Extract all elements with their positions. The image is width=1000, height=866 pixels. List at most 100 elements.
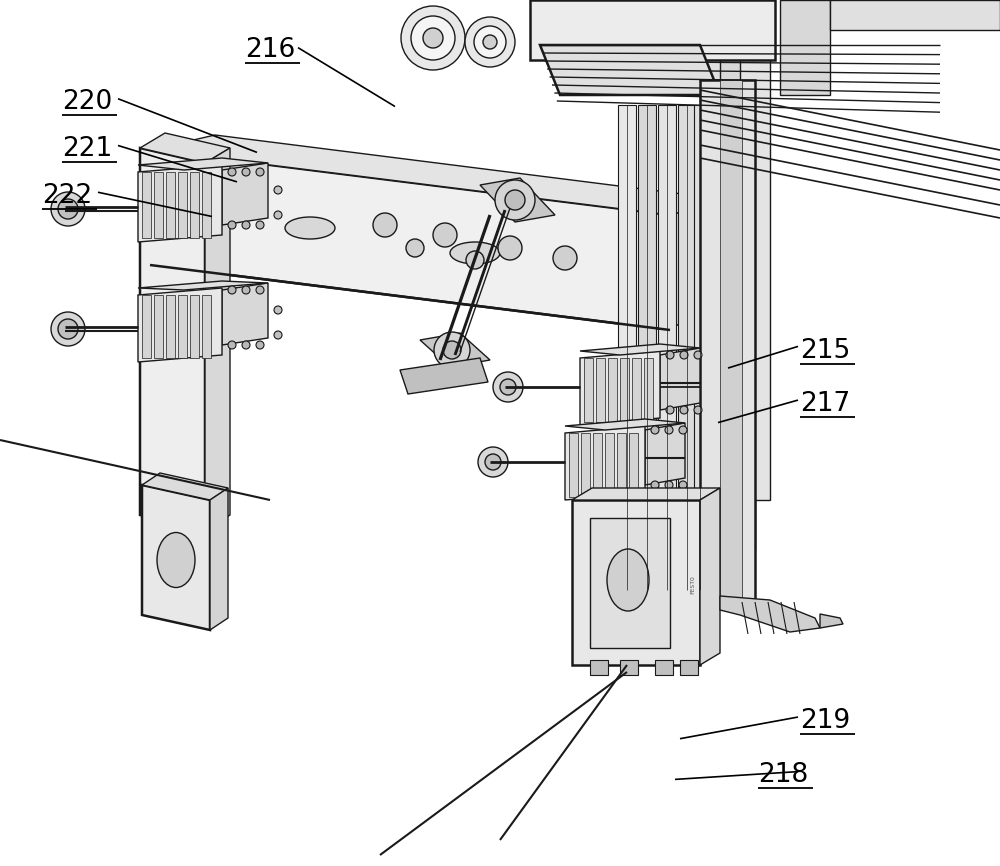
- Polygon shape: [190, 172, 199, 238]
- Circle shape: [465, 17, 515, 67]
- Polygon shape: [154, 172, 163, 238]
- Text: FESTO: FESTO: [690, 576, 696, 594]
- Circle shape: [256, 221, 264, 229]
- Circle shape: [51, 192, 85, 226]
- Polygon shape: [142, 295, 151, 358]
- Polygon shape: [644, 358, 653, 422]
- Circle shape: [406, 239, 424, 257]
- Polygon shape: [572, 500, 700, 665]
- Polygon shape: [565, 419, 685, 430]
- Circle shape: [665, 426, 673, 434]
- Ellipse shape: [450, 242, 500, 264]
- Polygon shape: [620, 660, 638, 675]
- Text: 219: 219: [800, 708, 850, 734]
- Polygon shape: [150, 150, 670, 330]
- Circle shape: [666, 406, 674, 414]
- Polygon shape: [166, 295, 175, 358]
- Polygon shape: [202, 172, 211, 238]
- Polygon shape: [830, 0, 1000, 30]
- Circle shape: [373, 213, 397, 237]
- Polygon shape: [678, 105, 696, 590]
- Polygon shape: [700, 488, 720, 665]
- Polygon shape: [620, 358, 629, 422]
- Circle shape: [680, 406, 688, 414]
- Polygon shape: [820, 614, 843, 628]
- Polygon shape: [584, 358, 593, 422]
- Ellipse shape: [285, 217, 335, 239]
- Circle shape: [274, 306, 282, 314]
- Circle shape: [443, 341, 461, 359]
- Circle shape: [498, 236, 522, 260]
- Circle shape: [274, 211, 282, 219]
- Text: 218: 218: [758, 762, 808, 788]
- Circle shape: [274, 331, 282, 339]
- Polygon shape: [720, 596, 820, 632]
- Circle shape: [694, 351, 702, 359]
- Circle shape: [679, 426, 687, 434]
- Polygon shape: [605, 433, 614, 497]
- Polygon shape: [420, 333, 490, 367]
- Polygon shape: [540, 0, 710, 30]
- Circle shape: [553, 246, 577, 270]
- Polygon shape: [658, 105, 676, 590]
- Circle shape: [242, 168, 250, 176]
- Circle shape: [256, 168, 264, 176]
- Polygon shape: [530, 0, 775, 60]
- Polygon shape: [569, 433, 578, 497]
- Text: 215: 215: [800, 338, 850, 364]
- Circle shape: [58, 199, 78, 219]
- Polygon shape: [596, 358, 605, 422]
- Polygon shape: [608, 358, 617, 422]
- Text: 217: 217: [800, 391, 850, 417]
- Polygon shape: [142, 485, 210, 630]
- Polygon shape: [618, 105, 636, 590]
- Polygon shape: [565, 426, 645, 500]
- Polygon shape: [222, 163, 268, 225]
- Circle shape: [228, 286, 236, 294]
- Polygon shape: [593, 433, 602, 497]
- Circle shape: [505, 190, 525, 210]
- Circle shape: [666, 351, 674, 359]
- Polygon shape: [138, 158, 268, 170]
- Polygon shape: [590, 660, 608, 675]
- Circle shape: [411, 16, 455, 60]
- Polygon shape: [645, 423, 685, 485]
- Polygon shape: [138, 165, 222, 242]
- Polygon shape: [720, 80, 742, 600]
- Polygon shape: [680, 660, 698, 675]
- Circle shape: [493, 372, 523, 402]
- Polygon shape: [580, 344, 700, 355]
- Circle shape: [474, 26, 506, 58]
- Circle shape: [485, 454, 501, 470]
- Polygon shape: [670, 200, 730, 330]
- Polygon shape: [140, 133, 230, 163]
- Polygon shape: [138, 281, 268, 290]
- Polygon shape: [780, 0, 830, 95]
- Polygon shape: [720, 0, 755, 550]
- Circle shape: [256, 341, 264, 349]
- Polygon shape: [540, 45, 720, 95]
- Circle shape: [401, 6, 465, 70]
- Circle shape: [680, 351, 688, 359]
- Circle shape: [665, 481, 673, 489]
- Polygon shape: [632, 358, 641, 422]
- Polygon shape: [178, 295, 187, 358]
- Polygon shape: [590, 518, 670, 648]
- Polygon shape: [700, 0, 735, 550]
- Circle shape: [423, 28, 443, 48]
- Polygon shape: [694, 105, 706, 590]
- Circle shape: [500, 379, 516, 395]
- Text: 220: 220: [62, 89, 112, 115]
- Polygon shape: [638, 105, 656, 590]
- Polygon shape: [150, 135, 730, 215]
- Ellipse shape: [607, 549, 649, 611]
- Polygon shape: [138, 288, 222, 362]
- Polygon shape: [154, 295, 163, 358]
- Circle shape: [242, 221, 250, 229]
- Polygon shape: [617, 433, 626, 497]
- Polygon shape: [142, 172, 151, 238]
- Circle shape: [51, 312, 85, 346]
- Circle shape: [651, 426, 659, 434]
- Circle shape: [434, 332, 470, 368]
- Circle shape: [228, 168, 236, 176]
